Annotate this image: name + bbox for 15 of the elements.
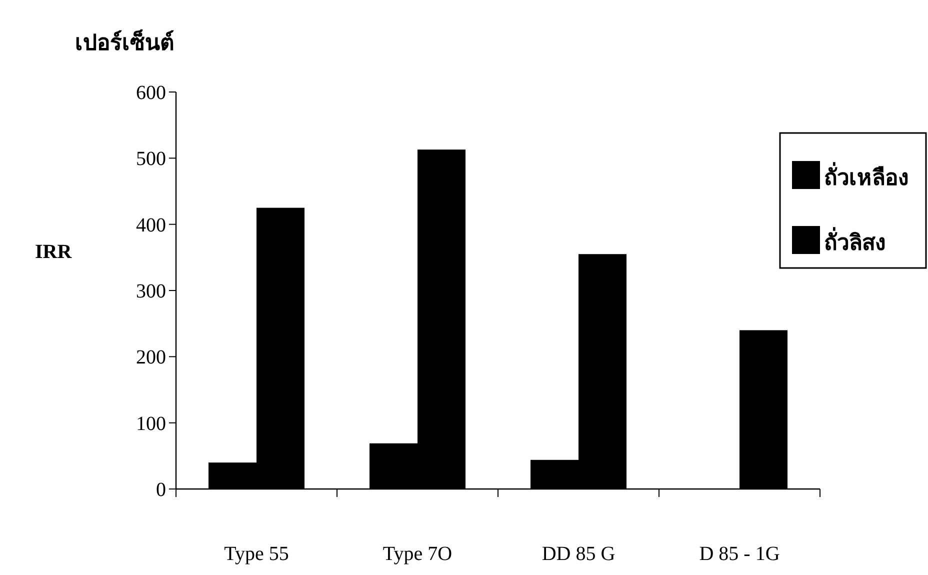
x-tick-label: Type 55 — [224, 543, 289, 565]
legend-label: ถั่วเหลือง — [824, 161, 909, 190]
x-tick-label: D 85 - 1G — [699, 543, 780, 565]
y-tick-label: 0 — [156, 479, 166, 501]
y-tick-label: 500 — [136, 148, 166, 170]
x-tick-label: Type 7O — [382, 543, 452, 565]
y-tick-label: 200 — [136, 346, 166, 369]
y-axis-title: IRR — [35, 241, 72, 263]
chart-title: เปอร์เซ็นต์ — [75, 28, 174, 55]
x-tick-label: DD 85 G — [542, 543, 616, 565]
legend-label: ถั่วลิสง — [824, 226, 886, 255]
y-tick-label: 100 — [136, 412, 166, 435]
y-tick-label: 300 — [136, 280, 166, 302]
y-tick-label: 400 — [136, 214, 166, 236]
y-tick-label: 600 — [136, 82, 166, 104]
